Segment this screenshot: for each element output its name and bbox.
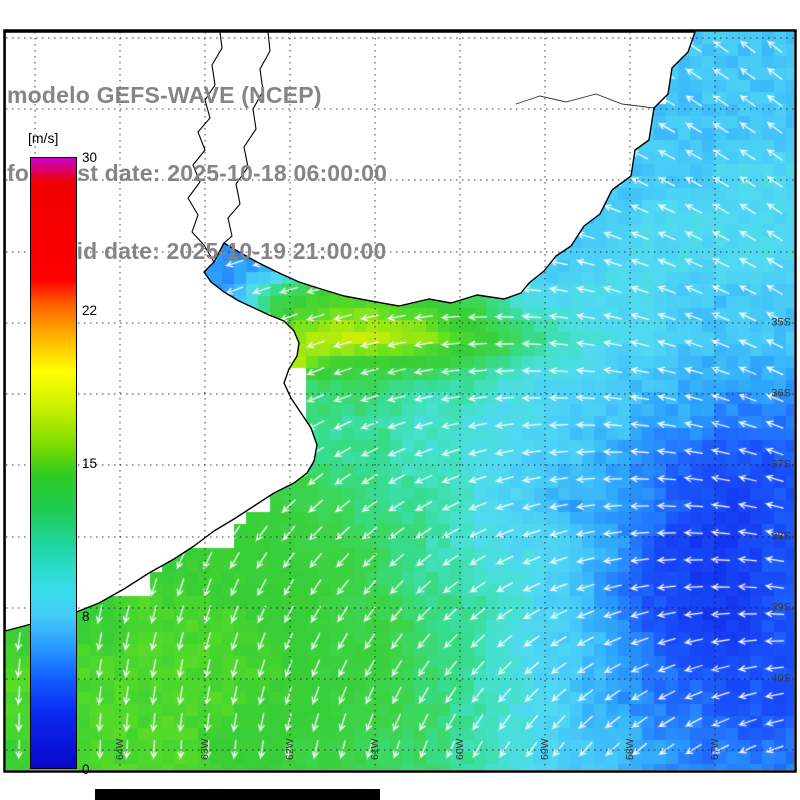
colorbar-tick-22: 22 (82, 303, 98, 318)
lon-label-63w: 63W (199, 738, 211, 760)
model-title: modelo GEFS-WAVE (NCEP) (7, 82, 322, 108)
colorbar-gradient (31, 158, 76, 768)
lat-label-35s: 35S (771, 316, 791, 329)
lat-label-38s: 38S (771, 530, 791, 543)
lon-label-59w: 59W (539, 738, 551, 760)
colorbar-unit-label: [m/s] (28, 130, 59, 146)
lat-label-37s: 37S (771, 458, 791, 471)
colorbar-tick-0: 0 (82, 762, 90, 777)
colorbar: 30 22 15 8 0 (30, 150, 97, 777)
lon-label-61w: 61W (369, 738, 381, 760)
lon-label-57w: 57W (709, 738, 721, 760)
colorbar-tick-8: 8 (82, 609, 90, 624)
title-block: modelo GEFS-WAVE (NCEP) forecast date: 2… (7, 30, 387, 316)
footer-bar (95, 789, 380, 800)
lat-label-36s: 36S (771, 387, 791, 400)
lon-label-58w: 58W (624, 738, 636, 760)
colorbar-tick-15: 15 (82, 456, 98, 471)
lon-label-64w: 64W (114, 738, 126, 760)
lon-label-60w: 60W (454, 738, 466, 760)
lat-label-40s: 40S (771, 672, 791, 685)
lat-label-39s: 39S (771, 601, 791, 614)
colorbar-tick-30: 30 (82, 150, 98, 165)
lon-label-62w: 62W (284, 738, 296, 760)
